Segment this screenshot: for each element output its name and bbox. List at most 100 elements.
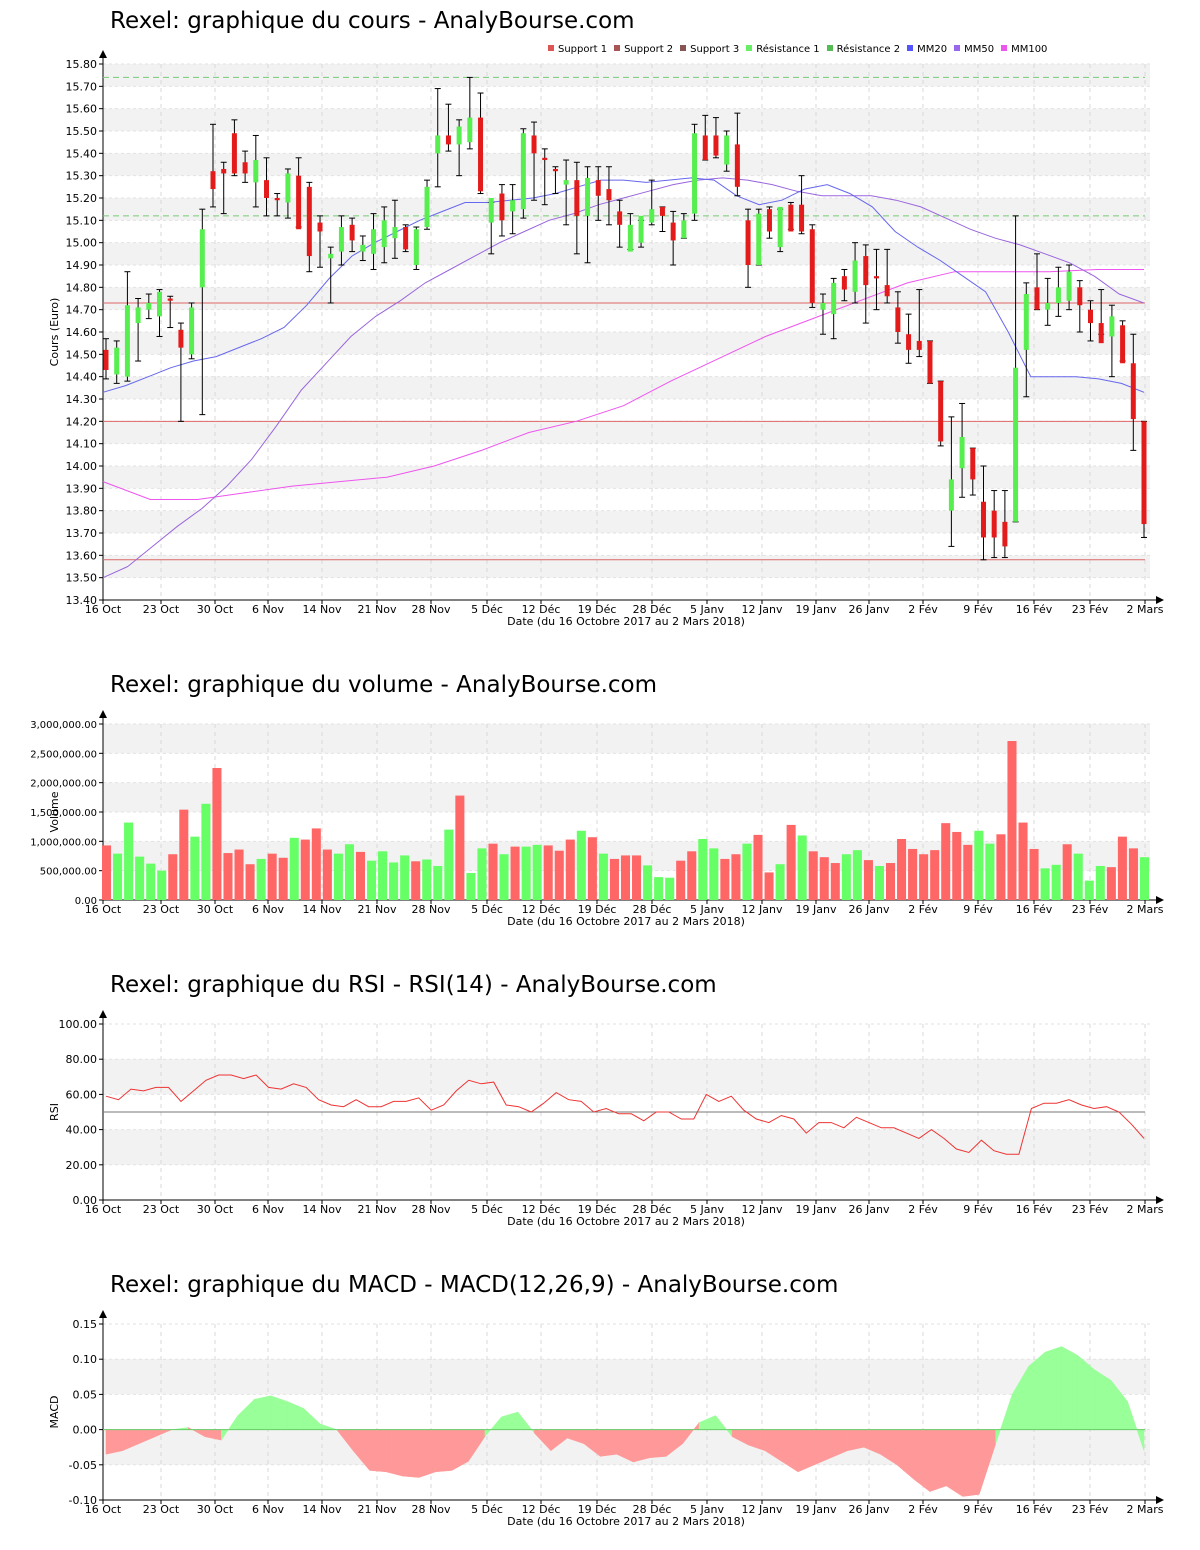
candle <box>873 248 880 311</box>
candle-body <box>520 133 526 210</box>
grid-band <box>103 510 1150 533</box>
candle <box>648 179 655 226</box>
legend-label: Résistance 2 <box>836 44 901 55</box>
candle-body <box>1141 421 1147 525</box>
volume-bar <box>444 829 454 900</box>
candle <box>413 226 420 270</box>
candle <box>434 88 441 188</box>
candle-body <box>306 186 312 257</box>
candle-body <box>199 229 205 288</box>
macd-segment <box>237 1398 255 1430</box>
macd-segment <box>369 1429 387 1473</box>
x-tick-label: 16 Fév <box>1016 1503 1053 1516</box>
y-tick-label: 0.05 <box>73 1388 98 1401</box>
y-tick-label: 15.50 <box>66 125 98 138</box>
volume-bar <box>786 824 796 900</box>
x-tick-label: 14 Nov <box>303 903 342 916</box>
volume-bar <box>1018 822 1028 900</box>
y-tick-label: 0.00 <box>73 1424 98 1437</box>
y-tick-label: 100.00 <box>59 1018 98 1031</box>
candle-body <box>1109 316 1115 337</box>
macd-segment <box>698 1415 716 1430</box>
legend-item: Support 1 <box>548 44 607 55</box>
candle <box>370 213 377 270</box>
candle <box>391 199 398 259</box>
candle <box>884 248 891 304</box>
candle <box>477 92 484 195</box>
y-tick-label: 14.50 <box>66 348 98 361</box>
candle <box>156 289 163 337</box>
x-tick-label: 23 Fév <box>1072 1203 1109 1216</box>
macd-segment <box>303 1407 321 1430</box>
candle-body <box>777 206 783 248</box>
grid-band <box>103 108 1150 131</box>
macd-segment <box>632 1429 650 1463</box>
volume-bar <box>698 838 708 900</box>
x-tick-label: 26 Janv <box>849 1503 890 1516</box>
candle <box>1130 333 1137 451</box>
volume-bar <box>146 863 156 900</box>
candle <box>691 123 698 221</box>
volume-bar <box>267 853 277 900</box>
x-tick-label: 5 Déc <box>471 603 503 616</box>
y-tick-label: 15.20 <box>66 192 98 205</box>
volume-bar <box>720 858 730 900</box>
candle <box>509 184 516 235</box>
y-tick-label: 14.60 <box>66 326 98 339</box>
volume-chart-title: Rexel: graphique du volume - AnalyBourse… <box>110 672 658 698</box>
y-tick-label: 1,000,000.00 <box>30 837 97 848</box>
volume-bar <box>676 860 686 900</box>
candle-body <box>617 211 623 225</box>
macd-segment <box>600 1429 618 1457</box>
volume-bar <box>841 854 851 900</box>
candle <box>541 148 548 206</box>
macd-segment <box>797 1429 815 1473</box>
volume-bar <box>135 856 145 900</box>
x-tick-label: 9 Fév <box>963 1203 993 1216</box>
volume-bar <box>367 860 377 900</box>
rsi-chart-title: Rexel: graphique du RSI - RSI(14) - Anal… <box>110 972 717 998</box>
x-axis-arrow <box>1156 1496 1164 1504</box>
candle <box>445 103 452 152</box>
candle <box>520 128 527 219</box>
candle-body <box>841 276 847 290</box>
volume-bar <box>643 865 653 900</box>
volume-bar <box>300 839 310 900</box>
candle-body <box>360 244 366 252</box>
volume-bar <box>919 854 929 900</box>
candle <box>145 293 152 320</box>
volume-bar <box>168 854 178 900</box>
candle <box>680 213 687 239</box>
x-tick-label: 5 Déc <box>471 1503 503 1516</box>
candle-body <box>959 436 965 469</box>
grid-band <box>103 376 1150 399</box>
x-tick-label: 23 Oct <box>143 1203 180 1216</box>
candle <box>1012 215 1019 523</box>
volume-bar <box>830 863 840 900</box>
candle-body <box>831 282 837 315</box>
candle-body <box>167 298 173 301</box>
volume-bar <box>311 828 321 900</box>
candle-body <box>927 340 933 384</box>
volume-bar <box>565 839 575 900</box>
candle-body <box>328 253 334 259</box>
candle <box>659 206 666 232</box>
candle <box>231 119 238 177</box>
candle-body <box>435 135 441 154</box>
candle-body <box>788 204 794 232</box>
x-tick-label: 12 Janv <box>742 1503 783 1516</box>
legend-label: Support 1 <box>558 44 608 55</box>
candle-body <box>552 168 558 172</box>
legend-swatch <box>614 45 621 51</box>
legend-item: MM50 <box>954 44 994 55</box>
candle <box>466 76 473 150</box>
y-tick-label: 15.70 <box>66 80 98 93</box>
mm50-line <box>102 177 1145 579</box>
candle-body <box>895 307 901 332</box>
x-tick-label: 19 Déc <box>578 1203 617 1216</box>
volume-bar <box>576 830 586 900</box>
x-tick-label: 6 Nov <box>252 603 284 616</box>
volume-bar <box>1051 864 1061 900</box>
macd-segment <box>896 1429 914 1480</box>
candle-body <box>124 305 130 377</box>
